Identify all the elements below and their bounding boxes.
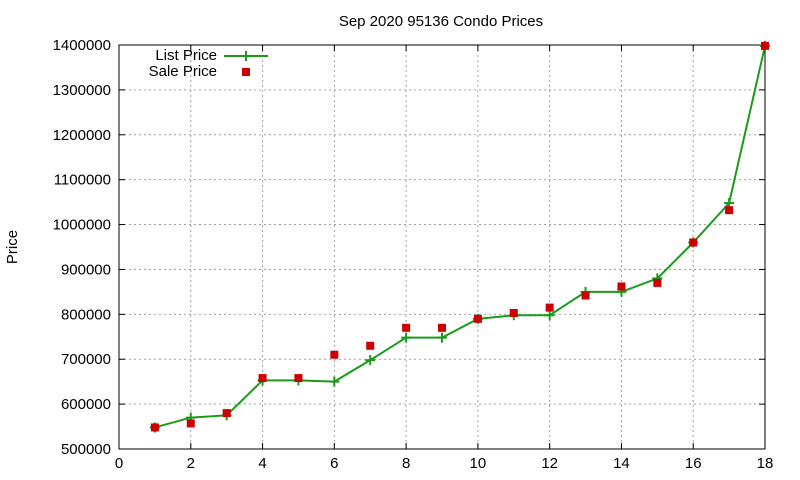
data-point-sale-price [653, 278, 662, 287]
legend: List Price Sale Price [149, 47, 268, 80]
x-tick-label: 14 [613, 455, 630, 472]
data-point-sale-price [294, 374, 303, 383]
plot-frame [118, 44, 766, 450]
y-tick-label: 1000000 [53, 217, 111, 234]
y-tick-label: 1100000 [54, 172, 111, 189]
data-point-sale-price [258, 374, 267, 383]
data-point-list-price [329, 376, 340, 387]
data-point-sale-price [366, 341, 375, 350]
data-point-sale-price [725, 206, 734, 215]
series-layer [149, 40, 770, 433]
y-tick-label: 800000 [61, 306, 111, 323]
y-axis-label: Price [4, 230, 21, 264]
data-point-sale-price [545, 303, 554, 312]
y-tick-label: 600000 [61, 396, 111, 413]
y-tick-label: 900000 [61, 261, 111, 278]
x-tick-label: 8 [402, 455, 410, 472]
data-point-list-price [401, 332, 412, 343]
data-point-sale-price [402, 323, 411, 332]
y-tick-label: 1200000 [53, 127, 111, 144]
data-point-sale-price [330, 350, 339, 359]
data-point-list-price [437, 332, 447, 343]
legend-label-sale-price: Sale Price [149, 63, 217, 80]
data-point-sale-price [761, 41, 769, 50]
chart-title: Sep 2020 95136 Condo Prices [339, 13, 543, 30]
series-line-list-price [154, 45, 766, 429]
x-tick-label: 10 [470, 455, 487, 472]
data-point-sale-price [473, 314, 482, 323]
data-point-sale-price [150, 423, 159, 432]
x-tick-label: 16 [685, 455, 702, 472]
y-tick-label: 500000 [61, 441, 111, 458]
x-tick-label: 18 [757, 455, 774, 472]
y-tick-label: 700000 [61, 351, 111, 368]
x-tick-label: 6 [330, 455, 338, 472]
legend-square-sale-price [242, 68, 250, 76]
data-point-sale-price [186, 419, 195, 428]
grid [119, 45, 765, 449]
data-point-list-price [365, 355, 376, 366]
y-tick-label: 1300000 [53, 82, 111, 99]
data-point-sale-price [581, 291, 590, 300]
x-tick-label: 2 [187, 455, 195, 472]
x-tick-label: 12 [541, 455, 558, 472]
y-tick-label: 1400000 [53, 37, 111, 54]
data-point-sale-price [438, 323, 446, 332]
data-point-sale-price [617, 282, 626, 291]
x-tick-label: 0 [115, 455, 123, 472]
data-point-sale-price [222, 409, 231, 418]
legend-plus-list-price [241, 51, 251, 61]
axis-ticks: 0 2 4 6 8 10 12 14 16 18 500000 600000 700000 800000 9… [53, 37, 774, 472]
data-point-sale-price [689, 238, 698, 247]
data-point-list-price [544, 310, 555, 321]
x-tick-label: 4 [258, 455, 266, 472]
legend-label-list-price: List Price [155, 47, 217, 64]
data-point-sale-price [509, 308, 518, 317]
